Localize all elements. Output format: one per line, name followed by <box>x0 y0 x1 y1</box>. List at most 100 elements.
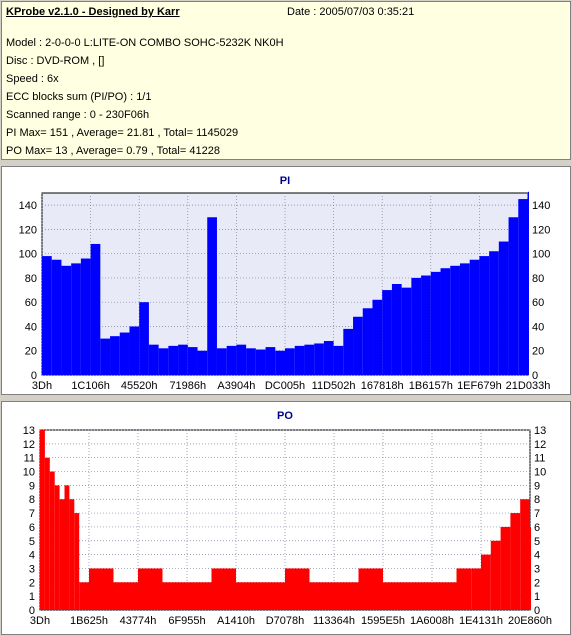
pi-bar <box>216 348 227 375</box>
pi-summary-line: PI Max= 151 , Average= 21.81 , Total= 11… <box>6 127 239 139</box>
pi-xtick-label: 21D033h <box>506 380 551 392</box>
pi-chart: PI 0 0 20 20 40 40 60 60 80 80 100 100 120 120 140 140 3D… <box>19 175 551 392</box>
po-xtick-label: 1E4131h <box>459 615 503 627</box>
pi-ytick-right: 0 <box>532 370 538 382</box>
po-bar <box>510 513 521 610</box>
app-title: KProbe v2.1.0 - Designed by Karr <box>6 6 180 18</box>
pi-bar <box>372 299 383 375</box>
pi-ytick-left: 20 <box>25 346 37 358</box>
po-ytick-right: 9 <box>534 480 540 492</box>
pi-ytick-left: 40 <box>25 321 37 333</box>
pi-bar <box>459 263 470 375</box>
pi-bar <box>51 259 62 375</box>
po-ytick-left: 4 <box>29 550 35 562</box>
info-panel: KProbe v2.1.0 - Designed by Karr Date : … <box>1 1 571 160</box>
po-ytick-left: 11 <box>24 453 35 465</box>
pi-bar <box>430 271 441 375</box>
pi-bar <box>421 275 431 375</box>
po-bar <box>44 457 50 610</box>
po-xtick-label: 43774h <box>120 615 157 627</box>
pi-bar <box>294 345 305 375</box>
pi-bar <box>314 343 324 375</box>
pi-bar <box>61 265 72 375</box>
po-bar <box>500 526 511 610</box>
pi-ytick-left: 80 <box>25 273 37 285</box>
pi-bar <box>450 265 460 375</box>
pi-bar <box>508 217 519 375</box>
pi-xtick-label: 45520h <box>121 380 158 392</box>
po-bar <box>113 582 138 610</box>
po-xtick-label: 1B625h <box>70 615 108 627</box>
po-bar <box>285 568 310 610</box>
po-ytick-right: 11 <box>534 453 545 465</box>
po-chart-title: PO <box>277 410 293 422</box>
pi-xtick-label: 1EF679h <box>457 380 502 392</box>
pi-ytick-left: 100 <box>19 249 37 261</box>
po-bar <box>162 582 187 610</box>
po-bar <box>260 582 285 610</box>
po-ytick-left: 13 <box>23 425 35 437</box>
pi-xtick-label: 71986h <box>169 380 206 392</box>
pi-bar <box>197 350 208 375</box>
model-line: Model : 2-0-0-0 L:LITE-ON COMBO SOHC-523… <box>6 37 284 49</box>
po-ytick-left: 5 <box>29 536 35 548</box>
po-ytick-left: 8 <box>29 494 35 506</box>
po-ytick-left: 1 <box>29 591 35 603</box>
pi-ytick-left: 60 <box>25 297 37 309</box>
po-bar <box>309 582 334 610</box>
pi-ytick-right: 140 <box>532 200 550 212</box>
pi-bar <box>323 341 334 375</box>
pi-chart-title: PI <box>280 175 290 187</box>
po-bar <box>432 582 457 610</box>
pi-xtick-label: 1B6157h <box>409 380 453 392</box>
po-bar <box>64 485 70 610</box>
po-ytick-left: 10 <box>23 467 35 479</box>
po-bar <box>69 499 75 610</box>
po-bar <box>74 513 80 610</box>
po-ytick-left: 9 <box>29 480 35 492</box>
po-xtick-label: 6F955h <box>168 615 205 627</box>
ecc-line: ECC blocks sum (PI/PO) : 1/1 <box>6 91 152 103</box>
pi-bar <box>479 256 490 375</box>
po-bar <box>59 499 65 610</box>
po-bar <box>236 582 261 610</box>
pi-bar <box>343 328 354 375</box>
pi-bar <box>129 326 140 375</box>
po-ytick-right: 2 <box>534 577 540 589</box>
pi-ytick-left: 140 <box>19 200 37 212</box>
pi-bar <box>236 344 247 375</box>
pi-ytick-left: 0 <box>31 370 37 382</box>
po-bar <box>490 540 501 610</box>
speed-line: Speed : 6x <box>6 73 59 85</box>
po-ytick-left: 12 <box>23 439 35 451</box>
po-ytick-right: 6 <box>534 522 540 534</box>
po-xtick-label: 20E860h <box>508 615 552 627</box>
po-ytick-left: 7 <box>29 508 35 520</box>
pi-bar <box>148 344 159 375</box>
po-bar <box>481 554 491 610</box>
pi-bar <box>440 268 451 375</box>
pi-bar <box>304 344 315 375</box>
po-xtick-label: A1410h <box>217 615 255 627</box>
po-ytick-right: 4 <box>534 550 540 562</box>
po-ytick-left: 0 <box>29 605 35 617</box>
pi-bar <box>469 259 480 375</box>
pi-bar <box>80 258 91 375</box>
pi-ytick-left: 120 <box>19 224 37 236</box>
po-ytick-right: 5 <box>534 536 540 548</box>
po-chart-panel: PO 0 0 1 1 2 2 3 3 4 4 5 5 6 6 7 7 8 8 9 9 10 10 11 11 12 12 13 13 3D… <box>1 401 571 635</box>
pi-bar <box>265 347 276 375</box>
po-xtick-label: 113364h <box>313 615 355 627</box>
range-line: Scanned range : 0 - 230F06h <box>6 109 150 121</box>
pi-ytick-right: 80 <box>532 273 544 285</box>
po-ytick-left: 6 <box>29 522 35 534</box>
po-ytick-right: 7 <box>534 508 540 520</box>
pi-bar <box>90 243 101 375</box>
pi-ytick-right: 100 <box>532 249 550 261</box>
po-bar <box>54 485 60 610</box>
pi-bar <box>333 345 344 375</box>
po-bar <box>211 568 236 610</box>
po-bar <box>187 582 212 610</box>
po-bar <box>49 471 55 610</box>
